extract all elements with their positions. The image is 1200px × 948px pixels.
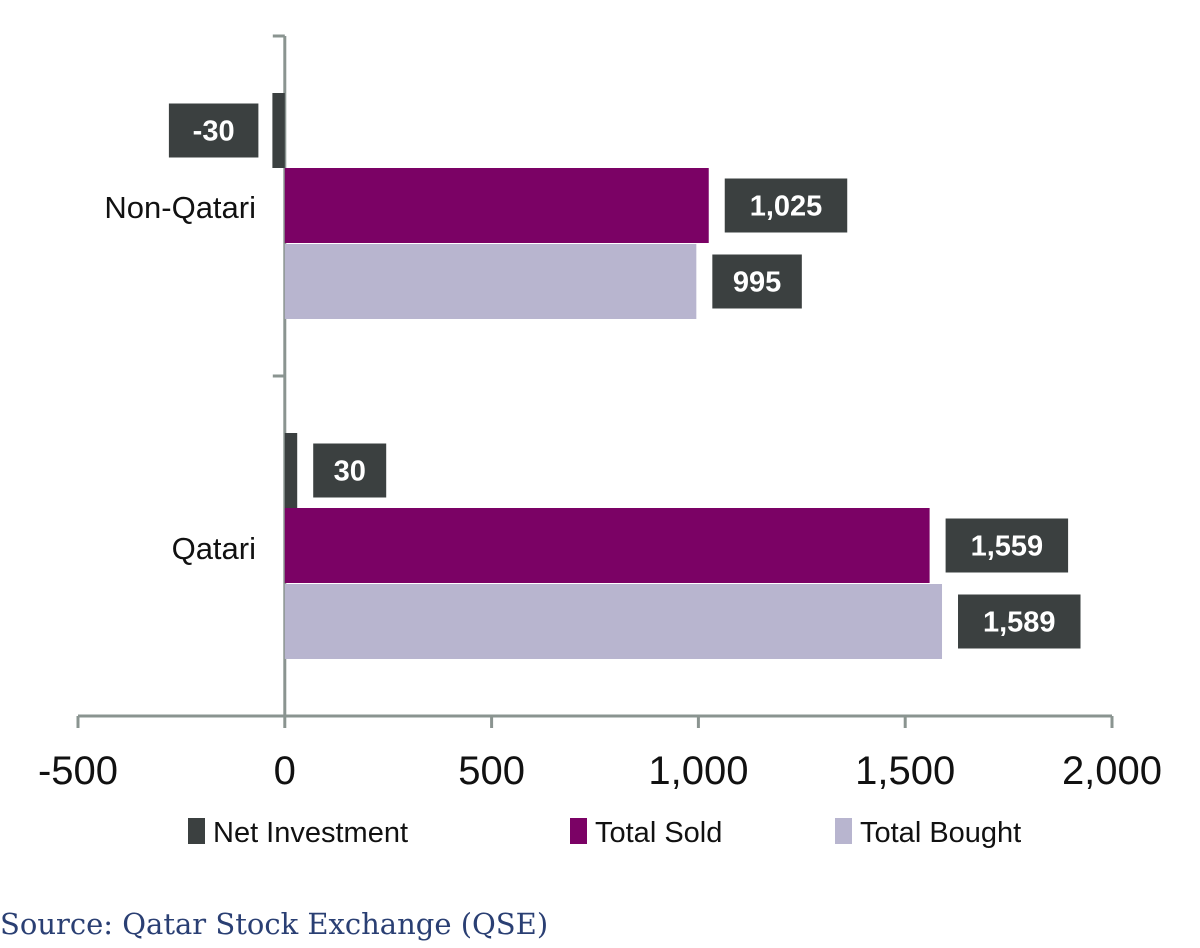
data-label: 1,559 [971,531,1044,563]
legend-swatch [188,818,205,844]
bar-net-investment [272,93,285,168]
source-note: Source: Qatar Stock Exchange (QSE) [0,907,548,941]
bar-total-bought [284,244,697,319]
data-label-box [958,594,1081,649]
bar-total-sold [284,168,709,243]
category-labels: Non-Qatari Qatari [104,190,256,566]
x-tick-label: -500 [38,749,118,793]
data-label-box [945,518,1069,573]
legend-swatch [570,818,587,844]
legend-label: Net Investment [213,817,408,849]
bar-net-investment [284,433,298,508]
x-tick-label: 0 [274,749,296,793]
legend-swatch [835,818,852,844]
data-label: 1,589 [983,607,1056,639]
bar-total-bought [284,584,943,659]
data-label-box [168,103,259,158]
x-tick-label: 1,000 [648,749,748,793]
data-label: -30 [193,116,235,148]
legend-label: Total Sold [595,817,722,849]
data-label: 1,025 [750,191,823,223]
x-tick-label: 1,500 [855,749,955,793]
data-label: 30 [334,456,366,488]
data-label: 995 [733,267,781,299]
category-label: Qatari [172,531,256,566]
legend-label: Total Bought [860,817,1021,849]
bars [272,93,943,659]
bar-total-sold [284,508,930,583]
data-label-box [712,254,802,309]
data-labels: -30 1,025 995 30 1,559 1,589 [168,103,1081,649]
x-tick-labels: -500 0 500 1,000 1,500 2,000 [38,749,1162,793]
x-tick-label: 2,000 [1062,749,1162,793]
data-label-box [313,443,387,498]
category-label: Non-Qatari [104,190,256,225]
data-label-box [724,178,848,233]
x-tick-label: 500 [458,749,525,793]
legend: Net Investment Total Sold Total Bought [188,817,1021,849]
